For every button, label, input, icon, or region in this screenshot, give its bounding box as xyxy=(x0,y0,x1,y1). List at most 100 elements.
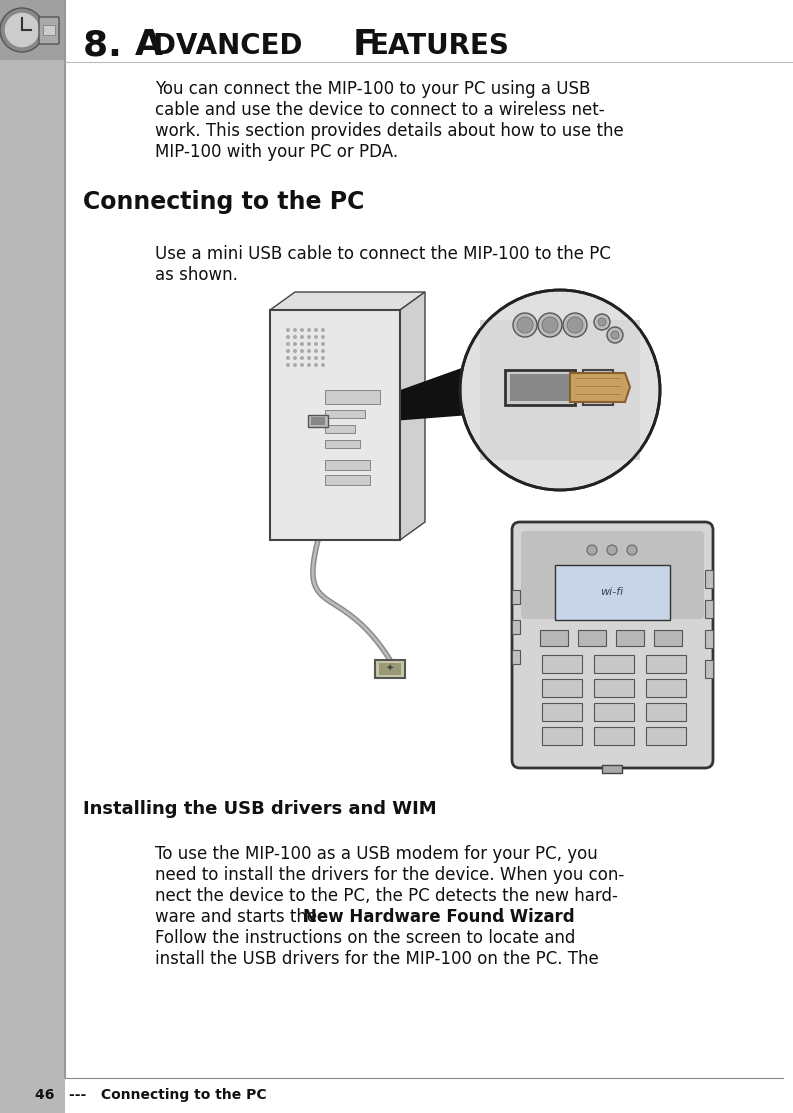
Text: MIP-100 with your PC or PDA.: MIP-100 with your PC or PDA. xyxy=(155,142,398,161)
Circle shape xyxy=(587,545,597,555)
Circle shape xyxy=(293,342,297,346)
Bar xyxy=(646,727,686,745)
Polygon shape xyxy=(270,292,425,311)
Bar xyxy=(542,654,582,673)
Circle shape xyxy=(0,8,44,52)
Bar xyxy=(602,765,622,774)
Polygon shape xyxy=(570,373,630,402)
Circle shape xyxy=(286,356,290,359)
Circle shape xyxy=(538,313,562,337)
Bar xyxy=(325,425,355,433)
Text: ware and starts the: ware and starts the xyxy=(155,908,323,926)
Bar xyxy=(583,370,613,405)
Circle shape xyxy=(286,328,290,332)
Bar xyxy=(311,417,325,425)
Circle shape xyxy=(300,349,304,353)
Circle shape xyxy=(460,290,660,490)
Text: ✦: ✦ xyxy=(386,664,394,674)
Text: Installing the USB drivers and WIM: Installing the USB drivers and WIM xyxy=(83,800,437,818)
Circle shape xyxy=(286,342,290,346)
Circle shape xyxy=(513,313,537,337)
Bar xyxy=(512,650,520,664)
Circle shape xyxy=(300,356,304,359)
Circle shape xyxy=(307,356,311,359)
Bar xyxy=(646,654,686,673)
Text: 46   ---   Connecting to the PC: 46 --- Connecting to the PC xyxy=(35,1089,266,1102)
Bar xyxy=(43,24,55,35)
Bar xyxy=(0,0,65,1113)
Text: Follow the instructions on the screen to locate and: Follow the instructions on the screen to… xyxy=(155,929,576,947)
Circle shape xyxy=(517,317,533,333)
Bar xyxy=(325,390,380,404)
Circle shape xyxy=(300,335,304,339)
Text: DVANCED: DVANCED xyxy=(153,32,322,60)
Circle shape xyxy=(307,349,311,353)
Text: You can connect the MIP-100 to your PC using a USB: You can connect the MIP-100 to your PC u… xyxy=(155,80,590,98)
Bar xyxy=(270,311,400,540)
Circle shape xyxy=(300,342,304,346)
Circle shape xyxy=(594,314,610,329)
Circle shape xyxy=(286,335,290,339)
Text: New Hardware Found Wizard: New Hardware Found Wizard xyxy=(303,908,575,926)
Bar xyxy=(646,679,686,697)
Bar xyxy=(379,663,401,674)
Circle shape xyxy=(293,356,297,359)
Circle shape xyxy=(321,328,325,332)
Bar xyxy=(594,703,634,721)
Circle shape xyxy=(307,335,311,339)
Bar xyxy=(325,475,370,485)
Bar xyxy=(325,410,365,418)
Bar xyxy=(705,600,713,618)
Text: nect the device to the PC, the PC detects the new hard-: nect the device to the PC, the PC detect… xyxy=(155,887,618,905)
Circle shape xyxy=(563,313,587,337)
Circle shape xyxy=(627,545,637,555)
Bar xyxy=(646,703,686,721)
Text: To use the MIP-100 as a USB modem for your PC, you: To use the MIP-100 as a USB modem for yo… xyxy=(155,845,598,863)
Bar xyxy=(594,727,634,745)
Text: A: A xyxy=(135,28,163,62)
Circle shape xyxy=(567,317,583,333)
Bar xyxy=(0,0,65,60)
Text: 8.: 8. xyxy=(83,28,147,62)
Circle shape xyxy=(607,327,623,343)
Bar xyxy=(512,590,520,604)
Bar xyxy=(654,630,682,646)
Text: .: . xyxy=(498,908,504,926)
Text: install the USB drivers for the MIP-100 on the PC. The: install the USB drivers for the MIP-100 … xyxy=(155,951,599,968)
Text: F: F xyxy=(353,28,377,62)
Bar xyxy=(705,630,713,648)
Circle shape xyxy=(314,349,318,353)
Circle shape xyxy=(598,318,606,326)
Bar xyxy=(578,630,606,646)
Bar xyxy=(325,460,370,470)
Bar xyxy=(616,630,644,646)
Circle shape xyxy=(307,328,311,332)
FancyBboxPatch shape xyxy=(521,531,704,619)
FancyBboxPatch shape xyxy=(512,522,713,768)
Bar xyxy=(512,620,520,634)
Bar xyxy=(594,654,634,673)
Bar xyxy=(705,570,713,588)
Circle shape xyxy=(321,356,325,359)
Bar xyxy=(542,727,582,745)
Circle shape xyxy=(286,363,290,367)
Circle shape xyxy=(611,331,619,339)
Circle shape xyxy=(300,363,304,367)
FancyBboxPatch shape xyxy=(39,17,59,45)
Bar xyxy=(540,630,568,646)
Bar xyxy=(308,415,328,427)
Circle shape xyxy=(286,349,290,353)
Circle shape xyxy=(314,328,318,332)
Bar xyxy=(705,660,713,678)
Text: work. This section provides details about how to use the: work. This section provides details abou… xyxy=(155,122,624,140)
Text: as shown.: as shown. xyxy=(155,266,238,284)
Circle shape xyxy=(321,342,325,346)
Bar xyxy=(555,565,670,620)
Text: wi-fi: wi-fi xyxy=(600,587,623,597)
Polygon shape xyxy=(328,365,470,426)
Circle shape xyxy=(307,363,311,367)
Circle shape xyxy=(321,335,325,339)
Circle shape xyxy=(293,328,297,332)
Bar xyxy=(542,703,582,721)
Circle shape xyxy=(293,349,297,353)
